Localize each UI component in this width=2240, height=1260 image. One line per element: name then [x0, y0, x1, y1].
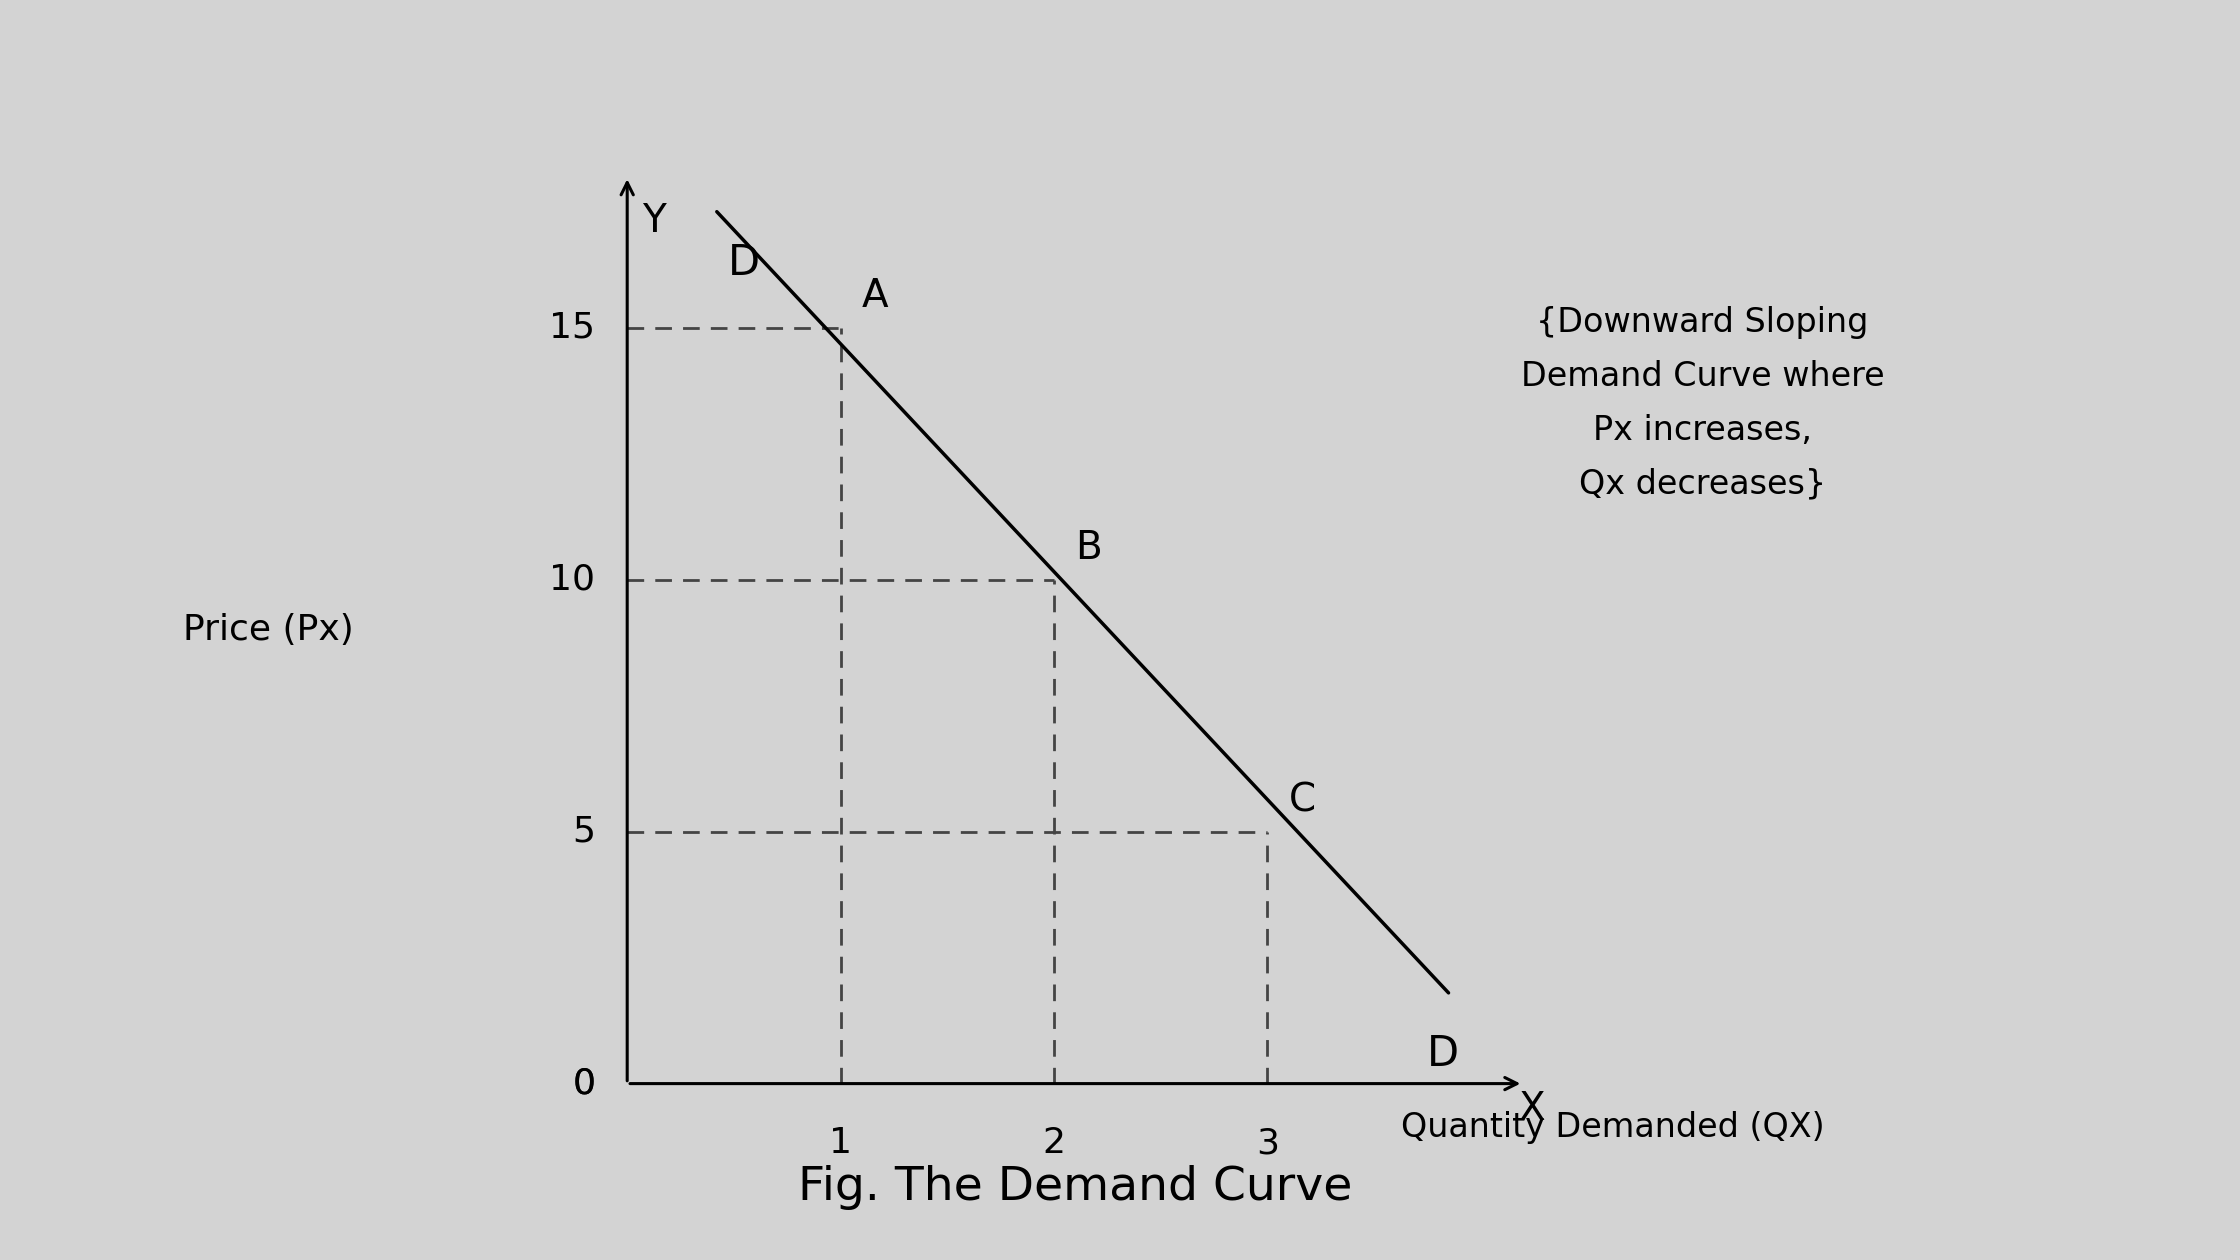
Text: D: D [728, 242, 759, 284]
Text: 2: 2 [1042, 1126, 1066, 1160]
Text: D: D [1427, 1033, 1458, 1075]
Text: {Downward Sloping
Demand Curve where
Px increases,
Qx decreases}: {Downward Sloping Demand Curve where Px … [1521, 306, 1884, 500]
Text: A: A [862, 277, 889, 315]
Text: 0: 0 [571, 1067, 596, 1100]
Text: 10: 10 [549, 563, 596, 596]
Text: B: B [1075, 529, 1102, 567]
Text: 3: 3 [1257, 1126, 1279, 1160]
Text: 1: 1 [829, 1126, 851, 1160]
Text: 0: 0 [571, 1067, 596, 1100]
Text: C: C [1288, 781, 1315, 819]
Text: Y: Y [643, 202, 665, 239]
Text: 15: 15 [549, 311, 596, 344]
Text: X: X [1519, 1090, 1546, 1128]
Text: Fig. The Demand Curve: Fig. The Demand Curve [797, 1164, 1353, 1210]
Text: Price (Px): Price (Px) [184, 614, 354, 646]
Text: Quantity Demanded (QX): Quantity Demanded (QX) [1400, 1111, 1826, 1144]
Text: 5: 5 [571, 815, 596, 848]
